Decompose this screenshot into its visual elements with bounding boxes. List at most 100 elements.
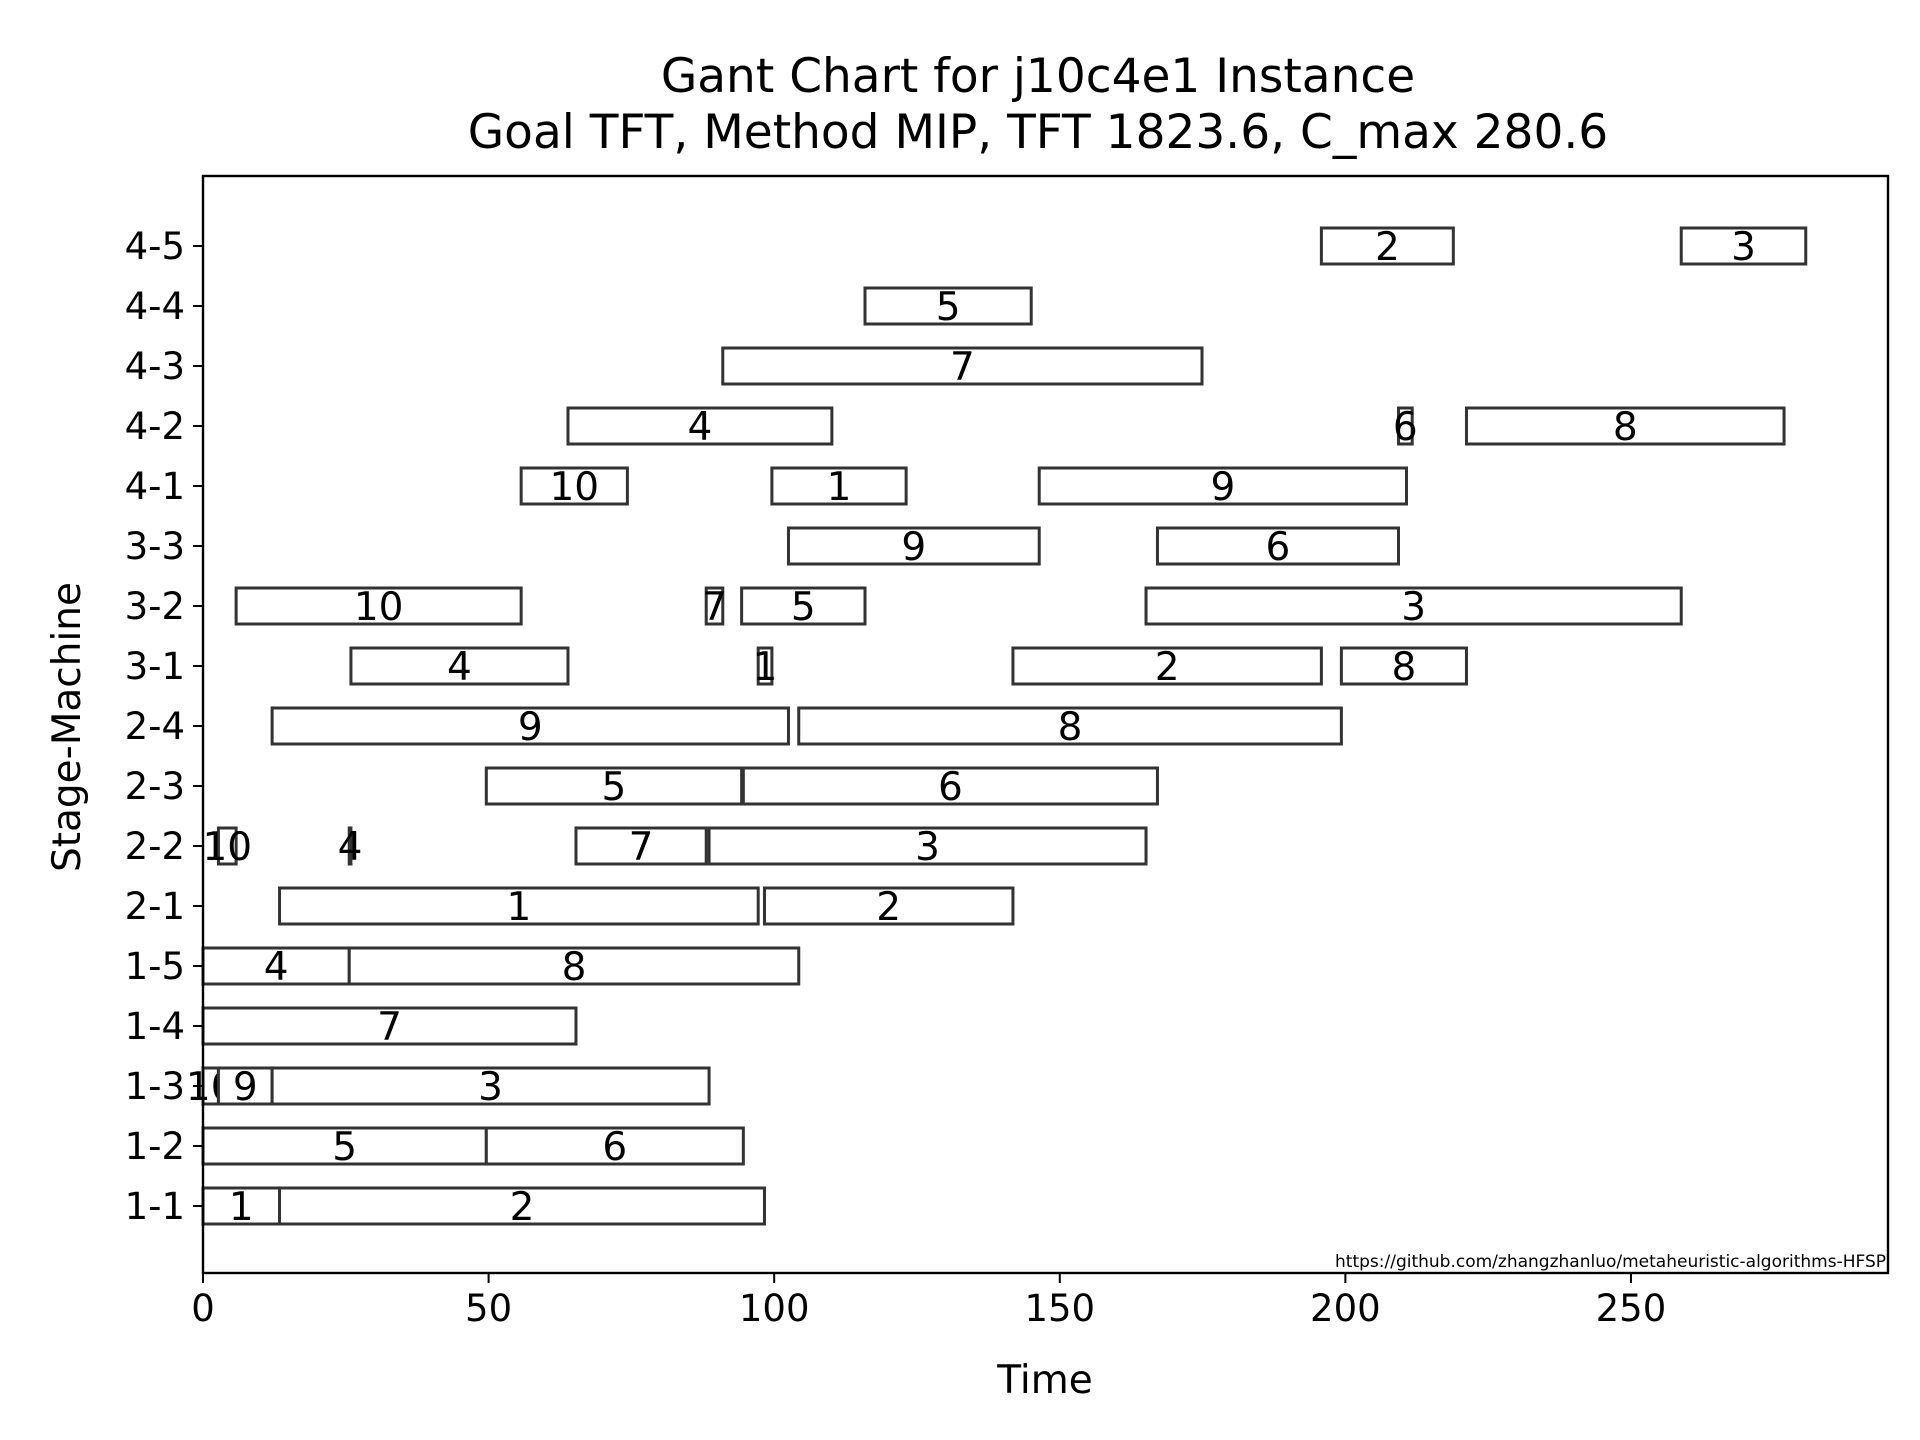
gantt-bar	[1339, 646, 1468, 686]
gantt-bar	[740, 586, 867, 626]
gantt-bar-label: 5	[791, 585, 816, 630]
chart-title: Gant Chart for j10c4e1 Instance	[661, 49, 1415, 104]
y-tick-label: 4-2	[125, 405, 185, 448]
gantt-bar	[762, 886, 1015, 926]
gantt-bar	[519, 466, 629, 506]
gantt-bar-label: 9	[233, 1065, 258, 1110]
y-tick-label: 1-5	[125, 945, 185, 988]
gantt-bar-label: 7	[950, 345, 975, 390]
gantt-bar-label: 3	[1401, 585, 1426, 630]
chart-subtitle: Goal TFT, Method MIP, TFT 1823.6, C_max …	[468, 105, 1608, 160]
gantt-bar	[347, 826, 353, 866]
x-tick-label: 250	[1596, 1287, 1667, 1330]
gantt-bar-label: 8	[1613, 405, 1638, 450]
gantt-bar	[216, 1066, 274, 1106]
gantt-bar-label: 1	[506, 885, 531, 930]
gantt-bar	[770, 466, 908, 506]
y-tick-label: 2-3	[125, 765, 185, 808]
gantt-bar-label: 2	[876, 885, 901, 930]
gantt-bar	[278, 1186, 766, 1226]
ticks-layer: 0 50 100 150 200 250 1-1 1-2 1-3 1-4 1-5 2-1 2-2 2-3 2…	[125, 225, 1667, 1330]
gantt-bar	[484, 1126, 745, 1166]
y-tick-label: 2-4	[125, 705, 185, 748]
gantt-bar-label: 5	[602, 765, 627, 810]
gantt-bar	[270, 706, 790, 746]
gantt-bar-label: 3	[478, 1065, 503, 1110]
y-tick-label: 2-2	[125, 825, 185, 868]
gantt-bar	[704, 586, 725, 626]
gantt-bar-label: 8	[1058, 705, 1083, 750]
gantt-bar	[797, 706, 1343, 746]
gantt-bar	[786, 526, 1041, 566]
gantt-bar	[201, 1126, 488, 1166]
x-tick-label: 150	[1024, 1287, 1095, 1330]
gantt-bar-label: 2	[510, 1185, 535, 1230]
gantt-bar	[741, 766, 1159, 806]
gantt-bar-label: 7	[377, 1005, 402, 1050]
y-tick-label: 1-4	[125, 1005, 185, 1048]
y-tick-label: 1-3	[125, 1065, 185, 1108]
gantt-bar-label: 6	[1266, 525, 1291, 570]
y-tick-label: 4-1	[125, 465, 185, 508]
gantt-bar	[1037, 466, 1408, 506]
plot-frame	[201, 174, 1890, 1275]
gantt-bar-label: 6	[1393, 405, 1418, 450]
y-tick-label: 3-1	[125, 645, 185, 688]
gantt-bar-label: 2	[1375, 225, 1400, 270]
x-tick-label: 100	[739, 1287, 810, 1330]
gantt-bar	[234, 586, 523, 626]
x-tick-label: 200	[1310, 1287, 1381, 1330]
gantt-bar-label: 9	[1210, 465, 1235, 510]
gantt-bar	[347, 946, 801, 986]
y-tick-label: 4-4	[125, 285, 185, 328]
x-axis-label: Time	[996, 1358, 1092, 1403]
gantt-bar	[1155, 526, 1400, 566]
gantt-bar	[721, 346, 1204, 386]
gantt-bar	[1011, 646, 1323, 686]
gantt-bar	[566, 406, 834, 446]
gantt-bar-label: 10	[354, 585, 404, 630]
gantt-bar-label: 4	[338, 825, 363, 870]
gantt-bar-label: 1	[753, 645, 778, 690]
gantt-bar-label: 4	[688, 405, 713, 450]
gantt-bar	[574, 826, 708, 866]
x-tick-label: 0	[191, 1287, 215, 1330]
y-tick-label: 4-5	[125, 225, 185, 268]
gantt-bar-label: 4	[447, 645, 472, 690]
gantt-bar-label: 6	[602, 1125, 627, 1170]
gantt-bar	[484, 766, 744, 806]
gantt-bar-label: 8	[562, 945, 587, 990]
gantt-bar-label: 9	[518, 705, 543, 750]
y-tick-label: 1-1	[125, 1185, 185, 1228]
y-axis-label: Stage-Machine	[45, 582, 90, 872]
gantt-bar	[707, 826, 1148, 866]
gantt-bar-label: 10	[549, 465, 599, 510]
gantt-bar-label: 9	[901, 525, 926, 570]
gantt-bar-label: 1	[827, 465, 852, 510]
gantt-bar-label: 2	[1155, 645, 1180, 690]
y-tick-label: 3-3	[125, 525, 185, 568]
gantt-bar	[756, 646, 774, 686]
gantt-bar	[1319, 226, 1455, 266]
y-tick-label: 4-3	[125, 345, 185, 388]
gantt-bar	[216, 826, 238, 866]
x-tick-label: 50	[465, 1287, 512, 1330]
gantt-bar-label: 5	[332, 1125, 357, 1170]
gantt-bar-label: 10	[202, 825, 252, 870]
y-tick-label: 1-2	[125, 1125, 185, 1168]
gantt-bar-label: 7	[702, 585, 727, 630]
gantt-bar	[1396, 406, 1414, 446]
gantt-bar-label: 1	[229, 1185, 254, 1230]
gantt-bar-label: 6	[938, 765, 963, 810]
gantt-bar-label: 5	[936, 285, 961, 330]
gantt-bar	[278, 886, 760, 926]
gantt-bar	[1144, 586, 1683, 626]
gantt-bar-label: 4	[264, 945, 289, 990]
gantt-bar-label: 3	[915, 825, 940, 870]
gantt-bar	[1464, 406, 1786, 446]
gantt-bar	[270, 1066, 711, 1106]
gantt-bar	[863, 286, 1033, 326]
gantt-bar	[1679, 226, 1808, 266]
